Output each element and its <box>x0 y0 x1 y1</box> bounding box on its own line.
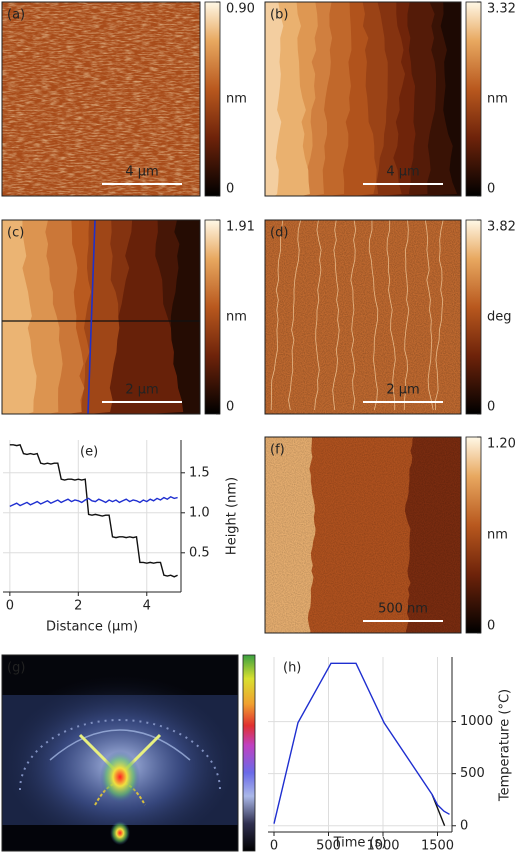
y-tick-label: 500 <box>460 766 485 781</box>
texture <box>2 2 200 196</box>
frame <box>264 1 462 197</box>
terrace <box>265 2 284 196</box>
panel-label: (b) <box>270 8 288 23</box>
x-tick-label: 0 <box>270 839 278 854</box>
y-tick-label: 1000 <box>460 714 493 729</box>
x-tick-label: 4 <box>143 599 151 614</box>
panel-label: (g) <box>7 661 25 676</box>
image <box>2 655 238 851</box>
colorbar <box>204 1 221 197</box>
data-line <box>9 443 178 578</box>
colorbar-tick-label: 0 <box>226 182 234 197</box>
y-tick-label: 1.0 <box>189 505 210 520</box>
colorbar-label: nm <box>226 310 247 325</box>
x-tick-label: 500 <box>316 839 341 854</box>
profile-line <box>87 220 96 414</box>
colorbar-tick-label: 0 <box>487 182 495 197</box>
scale-bar-label: 2 µm <box>386 383 419 398</box>
scale-bar-label: 2 µm <box>125 383 158 398</box>
colorbar-label: nm <box>487 92 508 107</box>
spot <box>110 821 130 845</box>
colorbar-tick-label: 0 <box>487 619 495 634</box>
x-tick-label: 2 <box>74 599 82 614</box>
step-edge <box>314 220 322 411</box>
scale-bar-label: 500 nm <box>378 602 428 617</box>
colorbar <box>465 1 482 197</box>
image <box>2 220 200 414</box>
data-line <box>9 495 178 508</box>
image <box>265 437 461 633</box>
panel-label: (d) <box>270 226 288 241</box>
colorbar-tick-label: 1.20 <box>487 437 516 452</box>
panel-label: (c) <box>7 226 24 241</box>
y-axis-label: Height (nm) <box>225 477 240 555</box>
panel-label: (e) <box>80 445 98 460</box>
step-edge <box>424 220 434 411</box>
texture <box>265 220 461 414</box>
step-edge <box>403 220 410 411</box>
step-edge <box>386 220 396 410</box>
step-edge <box>350 220 357 411</box>
step-edge <box>288 220 302 411</box>
step-edge <box>332 220 340 411</box>
frame <box>1 219 201 415</box>
arc <box>19 719 221 791</box>
colorbar-tick-label: 3.32 <box>487 2 516 17</box>
colorbar-tick-label: 1.91 <box>226 220 255 235</box>
y-axis-label: Temperature (°C) <box>498 689 513 802</box>
colorbar-tick-label: 0 <box>487 400 495 415</box>
data-line <box>273 662 450 824</box>
terrace <box>2 220 37 414</box>
panel-label: (h) <box>283 661 301 676</box>
arc <box>49 729 191 761</box>
image <box>265 2 461 196</box>
colorbar-tick-label: 0 <box>226 400 234 415</box>
x-axis-label: Distance (µm) <box>46 620 138 635</box>
frame <box>264 219 462 415</box>
image <box>2 2 200 196</box>
step-edge <box>270 220 284 411</box>
y-tick-label: 0.5 <box>189 545 210 560</box>
colorbar <box>465 436 482 634</box>
panel-label: (a) <box>7 8 25 23</box>
x-tick-label: 0 <box>6 599 14 614</box>
x-tick-label: 1500 <box>421 839 454 854</box>
spot <box>100 751 140 803</box>
frame <box>1 1 201 197</box>
frame <box>1 654 239 852</box>
colorbar <box>242 654 256 852</box>
step-edge <box>368 220 379 411</box>
frame <box>264 436 462 634</box>
y-tick-label: 0 <box>460 818 468 833</box>
step-edge <box>435 220 444 411</box>
x-tick-label: 1000 <box>366 839 399 854</box>
scale-bar-label: 4 µm <box>386 165 419 180</box>
panel-label: (f) <box>270 443 285 458</box>
scale-bar-label: 4 µm <box>125 165 158 180</box>
colorbar-label: deg <box>487 310 512 325</box>
colorbar-label: nm <box>487 528 508 543</box>
y-tick-label: 1.5 <box>189 465 210 480</box>
colorbar-label: nm <box>226 92 247 107</box>
colorbar <box>465 219 482 415</box>
x-axis-label: Time (s) <box>333 836 387 851</box>
colorbar <box>204 219 221 415</box>
colorbar-tick-label: 3.82 <box>487 220 516 235</box>
texture <box>265 437 461 633</box>
colorbar-tick-label: 0.90 <box>226 2 255 17</box>
image <box>265 220 461 414</box>
